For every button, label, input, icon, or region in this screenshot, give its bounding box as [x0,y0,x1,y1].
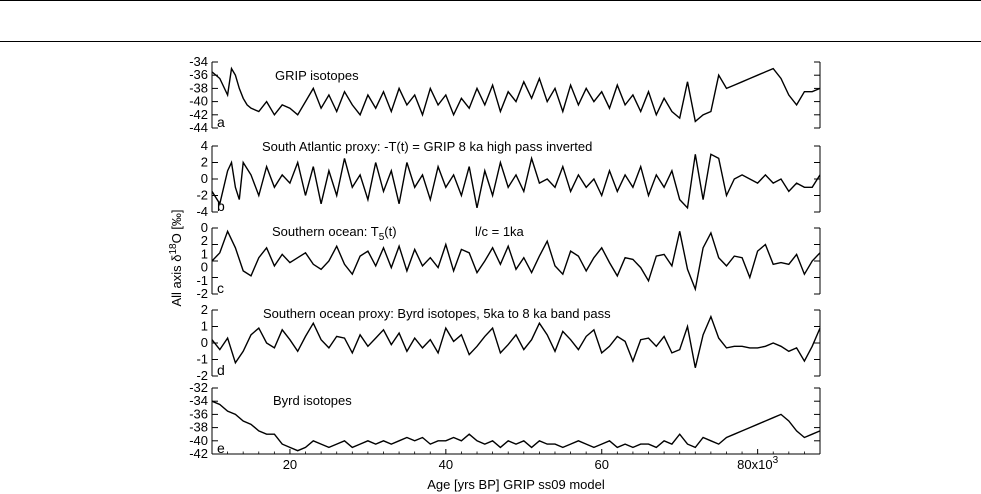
x-tick-label: 40 [439,457,453,472]
y-tick-label: -42 [189,446,208,461]
y-tick-label: 2 [201,155,208,170]
panel-d: 2 10 -1-2 d Southern ocean proxy: Byrd isoto… [196,302,821,383]
panel-letter: d [217,362,225,378]
y-tick-label: -40 [189,94,208,109]
y-tick-label: -38 [189,420,208,435]
series-line-a [211,66,821,123]
y-tick-label: 4 [201,138,208,153]
x-axis-label: Age [yrs BP] GRIP ss09 model [427,477,605,492]
y-tick-label: -1 [196,352,208,367]
panel-annotation: Southern ocean: T5(t) [272,224,397,243]
panel-e: -32-34-36-38-40-42 e Byrd isotopes [189,380,821,461]
x-tick-label: 80x103 [737,455,778,472]
panel-b: 4 20 -2-4 b South Atlantic proxy: -T(t) = GR… [196,138,821,219]
y-tick-label: -38 [189,80,208,95]
y-tick-label: -42 [189,107,208,122]
panel-annotation: Southern ocean proxy: Byrd isotopes, 5ka… [263,306,611,321]
y-tick-label: -40 [189,433,208,448]
y-tick-label: -2 [196,286,208,301]
header-rule-bottom [0,41,981,42]
y-tick-label: -2 [196,188,208,203]
panel-annotation: l/c = 1ka [475,224,525,239]
y-tick-label: 0 [201,335,208,350]
header-rule-top [0,0,981,1]
y-tick-label: 0 [201,260,208,275]
y-tick-label: -32 [189,380,208,395]
y-tick-label: 0 [201,171,208,186]
y-tick-label: -44 [189,120,208,135]
panel-letter: e [217,440,225,456]
y-tick-label: -34 [189,393,208,408]
y-axis-label: All axis δ18O [‰] [168,209,184,306]
panel-letter: c [217,280,224,296]
series-line-d [211,314,821,368]
x-tick-label: 20 [283,457,297,472]
y-tick-label: -1 [196,273,208,288]
series-line-b [211,153,821,210]
y-tick-label: 2 [201,233,208,248]
y-tick-label: -2 [196,368,208,383]
series-line-e [211,400,821,452]
series-line-c [211,229,821,292]
y-tick-label: -36 [189,406,208,421]
y-tick-label: 2 [201,302,208,317]
y-tick-label: 1 [201,319,208,334]
y-tick-label: -34 [189,54,208,69]
panel-annotation: South Atlantic proxy: -T(t) = GRIP 8 ka … [262,139,592,154]
panel-letter: b [217,198,225,214]
y-tick-label: 1 [201,246,208,261]
y-tick-label: 0 [201,220,208,235]
x-tick-label: 60 [595,457,609,472]
y-tick-label: -4 [196,204,208,219]
y-tick-label: -36 [189,67,208,82]
panel-letter: a [217,114,225,130]
panel-annotation: Byrd isotopes [273,393,352,408]
panel-annotation: GRIP isotopes [275,68,359,83]
panel-a: -34-36-38-40-42-44 a GRIP isotopes [189,54,821,135]
